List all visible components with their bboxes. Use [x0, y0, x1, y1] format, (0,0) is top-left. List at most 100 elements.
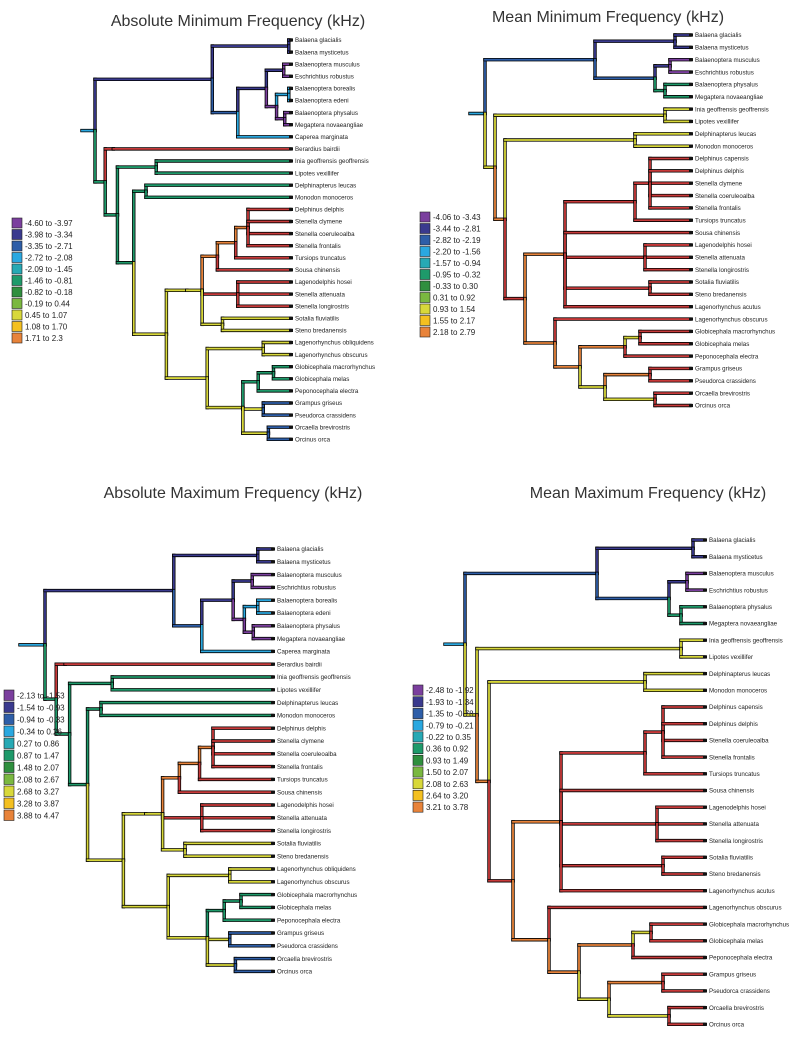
tip-label: Caperea marginata — [277, 649, 331, 656]
legend-swatch — [412, 696, 424, 708]
tip-label: Balaenoptera physalus — [277, 623, 340, 630]
tip-marker — [689, 342, 693, 346]
tip-marker — [271, 829, 275, 833]
color-legend: -4.06 to -3.43 -3.44 to -2.81 -2.82 to -2.… — [419, 211, 481, 338]
legend-swatch — [419, 269, 431, 280]
tip-marker — [271, 713, 275, 717]
tip-label: Inia geoffrensis geoffrensis — [695, 106, 769, 113]
tip-marker — [289, 74, 293, 78]
tip-label: Sotalia fluviatilis — [277, 841, 321, 848]
legend-label: 2.68 to 3.27 — [17, 788, 60, 797]
legend-label: 2.64 to 3.20 — [426, 792, 469, 801]
tip-marker — [703, 655, 707, 659]
tip-marker — [289, 437, 293, 441]
tip-label: Orcinus orca — [695, 403, 731, 410]
tip-marker — [289, 377, 293, 381]
tip-label: Stenella frontalis — [695, 205, 741, 212]
legend-label: -0.34 to 0.26 — [17, 728, 62, 737]
tip-label: Stenella longirostris — [695, 267, 749, 274]
tip-marker — [271, 905, 275, 909]
tip-label: Globicephala melas — [277, 905, 331, 912]
legend-label: -1.93 to -1.34 — [426, 698, 474, 707]
legend-label: 0.45 to 1.07 — [25, 311, 68, 320]
tip-marker — [689, 58, 693, 62]
tip-marker — [271, 637, 275, 641]
legend-label: 2.08 to 2.63 — [426, 780, 469, 789]
tip-label: Peponocephala electra — [695, 353, 759, 360]
tip-label: Steno bredanensis — [295, 328, 347, 335]
tip-label: Balaenoptera edeni — [277, 610, 331, 617]
legend-swatch — [412, 731, 424, 743]
legend-label: 1.08 to 1.70 — [25, 323, 68, 332]
legend-label: 1.48 to 2.07 — [17, 764, 60, 773]
tip-label: Globicephala macrorhynchus — [709, 921, 789, 928]
tip-marker — [703, 788, 707, 793]
tip-marker — [689, 107, 693, 111]
tip-label: Monodon monoceros — [695, 143, 753, 150]
legend-label: -3.44 to -2.81 — [433, 225, 481, 234]
tip-marker — [689, 70, 693, 74]
tip-label: Monodon monoceros — [295, 195, 353, 202]
tip-label: Stenella frontalis — [709, 754, 755, 761]
tip-label: Delphinus delphis — [695, 168, 744, 175]
tip-label: Orcinus orca — [277, 969, 313, 976]
tip-marker — [271, 803, 275, 807]
tip-marker — [271, 854, 275, 858]
tip-label: Megaptera novaeangliae — [277, 636, 346, 643]
tip-label: Grampus griseus — [295, 400, 342, 407]
tip-label: Lagenorhynchus obscurus — [709, 905, 782, 912]
tip-label: Monodon monoceros — [709, 688, 767, 695]
legend-label: -2.09 to -1.45 — [25, 265, 73, 274]
panel-absolute-minimum: Absolute Minimum Frequency (kHz) Balaena… — [11, 13, 375, 444]
tip-label: Sotalia fluviatilis — [709, 855, 753, 862]
tip-label: Balaenoptera physalus — [695, 82, 758, 89]
tip-label: Globicephala melas — [695, 341, 749, 348]
tip-marker — [689, 33, 693, 37]
tip-marker — [271, 765, 275, 769]
legend-swatch — [412, 778, 424, 790]
tip-marker — [271, 573, 275, 577]
tip-marker — [271, 969, 275, 973]
tip-marker — [703, 905, 707, 909]
tip-label: Eschrichtius robustus — [295, 74, 354, 81]
tip-marker — [271, 624, 275, 628]
tip-label: Globicephala macrorhynchus — [277, 892, 357, 899]
tip-marker — [271, 611, 275, 615]
legend-label: -1.35 to -0.78 — [426, 710, 474, 719]
tip-label: Lagenodelphis hosei — [277, 802, 334, 809]
tip-marker — [703, 705, 707, 709]
legend-swatch — [412, 743, 424, 754]
tip-label: Balaena glacialis — [695, 32, 741, 39]
tip-label: Delphinapterus leucas — [277, 700, 338, 707]
legend-label: -0.95 to -0.32 — [433, 271, 481, 280]
tip-label: Grampus griseus — [695, 366, 742, 373]
legend-swatch — [412, 754, 424, 766]
tip-label: Balaenoptera physalus — [295, 110, 358, 117]
tip-marker — [689, 132, 693, 136]
color-legend: -2.48 to -1.92 -1.93 to -1.34 -1.35 to -0.… — [412, 684, 474, 813]
tip-marker — [689, 82, 693, 86]
tip-marker — [689, 231, 693, 235]
tip-label: Globicephala macrorhynchus — [295, 364, 375, 371]
tip-marker — [703, 922, 707, 926]
tip-marker — [703, 839, 707, 843]
tip-marker — [289, 207, 293, 211]
tip-label: Stenella longirostris — [277, 828, 331, 835]
tip-label: Sousa chinensis — [277, 789, 322, 796]
tip-marker — [703, 939, 707, 943]
tip-marker — [289, 316, 293, 320]
legend-swatch — [11, 332, 23, 344]
tip-marker — [703, 805, 707, 809]
tip-marker — [289, 328, 293, 332]
tip-marker — [289, 389, 293, 393]
tip-marker — [703, 1022, 707, 1026]
legend-swatch — [419, 246, 431, 257]
legend-label: 1.50 to 2.07 — [426, 768, 469, 777]
tip-marker — [703, 822, 707, 826]
tip-marker — [689, 144, 693, 148]
tip-marker — [271, 675, 275, 679]
tip-label: Sotalia fluviatilis — [295, 316, 339, 323]
tip-label: Stenella coeruleoalba — [695, 193, 755, 200]
legend-swatch — [11, 275, 23, 286]
legend-swatch — [3, 701, 15, 713]
